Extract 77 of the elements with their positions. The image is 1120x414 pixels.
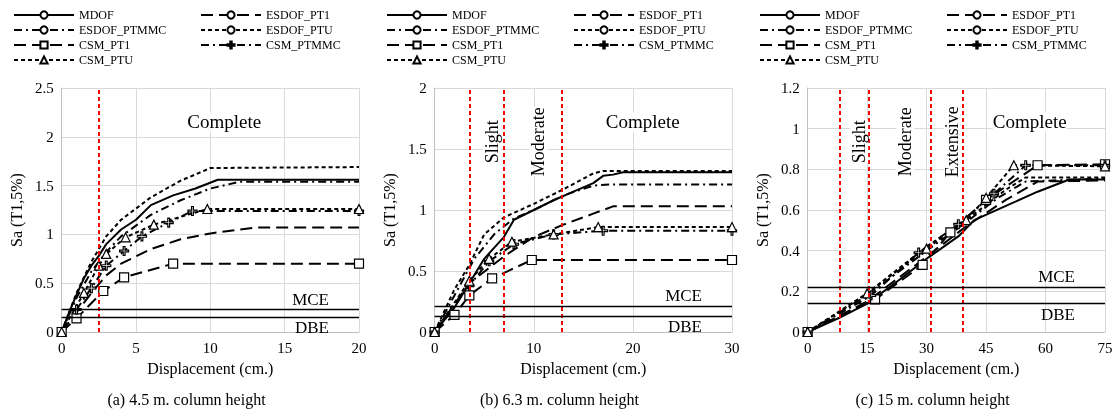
- x-tick-label: 0: [57, 339, 66, 356]
- text: (c) 15 m. column height: [855, 390, 1011, 409]
- annotation: Complete: [992, 111, 1067, 133]
- y-tick-label: 0: [419, 324, 427, 340]
- y-tick-label: 1.5: [407, 141, 427, 157]
- y-tick-label: 1.2: [780, 80, 800, 96]
- annotation: Extensive: [942, 106, 963, 178]
- x-tick-label: 10: [526, 339, 542, 356]
- y-tick-label: 2: [46, 128, 54, 145]
- legend-label: ESDOF_PT1: [639, 8, 704, 22]
- x-tick-label: 15: [277, 339, 293, 356]
- y-tick-label: 1: [46, 226, 54, 243]
- legend-label: CSM_PTU: [79, 53, 134, 67]
- annotation: Slight: [849, 120, 870, 164]
- annotation: Complete: [605, 111, 680, 133]
- ref-line-label: MCE: [1038, 267, 1075, 287]
- legend-label: ESDOF_PT1: [1012, 8, 1077, 22]
- y-tick-label: 0: [46, 324, 54, 340]
- x-tick-label: 30: [919, 339, 935, 356]
- x-tick-label: 75: [1097, 339, 1113, 356]
- x-tick-label: 45: [978, 339, 994, 356]
- legend-label: ESDOF_PTMMC: [79, 23, 167, 37]
- y-tick-label: 0.2: [780, 283, 800, 300]
- annotation: Moderate: [895, 107, 916, 177]
- y-axis-title: Sa (T1,5%): [753, 173, 772, 247]
- legend-label: CSM_PTMMC: [639, 38, 714, 52]
- legend-label: ESDOF_PTMMC: [452, 23, 540, 37]
- legend-label: ESDOF_PTU: [266, 23, 334, 37]
- x-tick-label: 60: [1038, 339, 1054, 356]
- y-axis-title: Sa (T1,5%): [380, 173, 399, 247]
- y-tick-label: 0.4: [780, 242, 801, 259]
- legend-label: CSM_PTMMC: [266, 38, 341, 52]
- x-axis-title: Displacement (cm.): [893, 359, 1020, 378]
- legend-label: ESDOF_PT1: [266, 8, 331, 22]
- y-tick-label: 1: [419, 202, 427, 218]
- text: (b) 6.3 m. column height: [479, 390, 640, 409]
- legend-label: CSM_PT1: [452, 38, 504, 52]
- x-tick-label: 20: [625, 339, 641, 356]
- y-tick-label: 2: [419, 80, 427, 96]
- annotation: Moderate: [528, 107, 549, 177]
- ref-line-label: DBE: [1041, 304, 1075, 324]
- y-tick-label: 0.5: [34, 275, 54, 292]
- y-tick-label: 1.5: [34, 177, 54, 194]
- legend-label: CSM_PTU: [825, 53, 880, 67]
- y-tick-label: 0.8: [780, 161, 800, 178]
- y-tick-label: 0: [792, 324, 800, 340]
- annotation: Complete: [187, 111, 262, 133]
- y-tick-label: 0.5: [407, 263, 427, 279]
- text: (a) 4.5 m. column height: [107, 390, 267, 409]
- ref-line-label: MCE: [292, 289, 329, 309]
- y-tick-label: 2.5: [34, 80, 54, 96]
- legend-label: CSM_PTMMC: [1012, 38, 1087, 52]
- legend-label: CSM_PT1: [79, 38, 131, 52]
- x-tick-label: 0: [803, 339, 812, 356]
- legend-label: CSM_PTU: [452, 53, 507, 67]
- legend-label: ESDOF_PTU: [639, 23, 707, 37]
- legend-label: CSM_PT1: [825, 38, 877, 52]
- legend-label: MDOF: [79, 8, 114, 22]
- legend-label: ESDOF_PTU: [1012, 23, 1080, 37]
- x-tick-label: 15: [859, 339, 875, 356]
- y-tick-label: 1: [792, 120, 800, 137]
- y-tick-label: 0.6: [780, 202, 801, 218]
- x-tick-label: 20: [351, 339, 367, 356]
- x-tick-label: 30: [724, 339, 740, 356]
- annotation: Slight: [481, 120, 502, 164]
- legend-label: MDOF: [825, 8, 860, 22]
- ref-line-label: MCE: [665, 286, 702, 306]
- y-axis-title: Sa (T1,5%): [7, 173, 26, 247]
- ref-line-label: DBE: [295, 318, 329, 338]
- x-tick-label: 0: [430, 339, 439, 356]
- x-tick-label: 5: [132, 339, 140, 356]
- legend-label: MDOF: [452, 8, 487, 22]
- legend-label: ESDOF_PTMMC: [825, 23, 913, 37]
- x-tick-label: 10: [202, 339, 218, 356]
- x-axis-title: Displacement (cm.): [520, 359, 647, 378]
- x-axis-title: Displacement (cm.): [147, 359, 274, 378]
- ref-line-label: DBE: [668, 317, 702, 337]
